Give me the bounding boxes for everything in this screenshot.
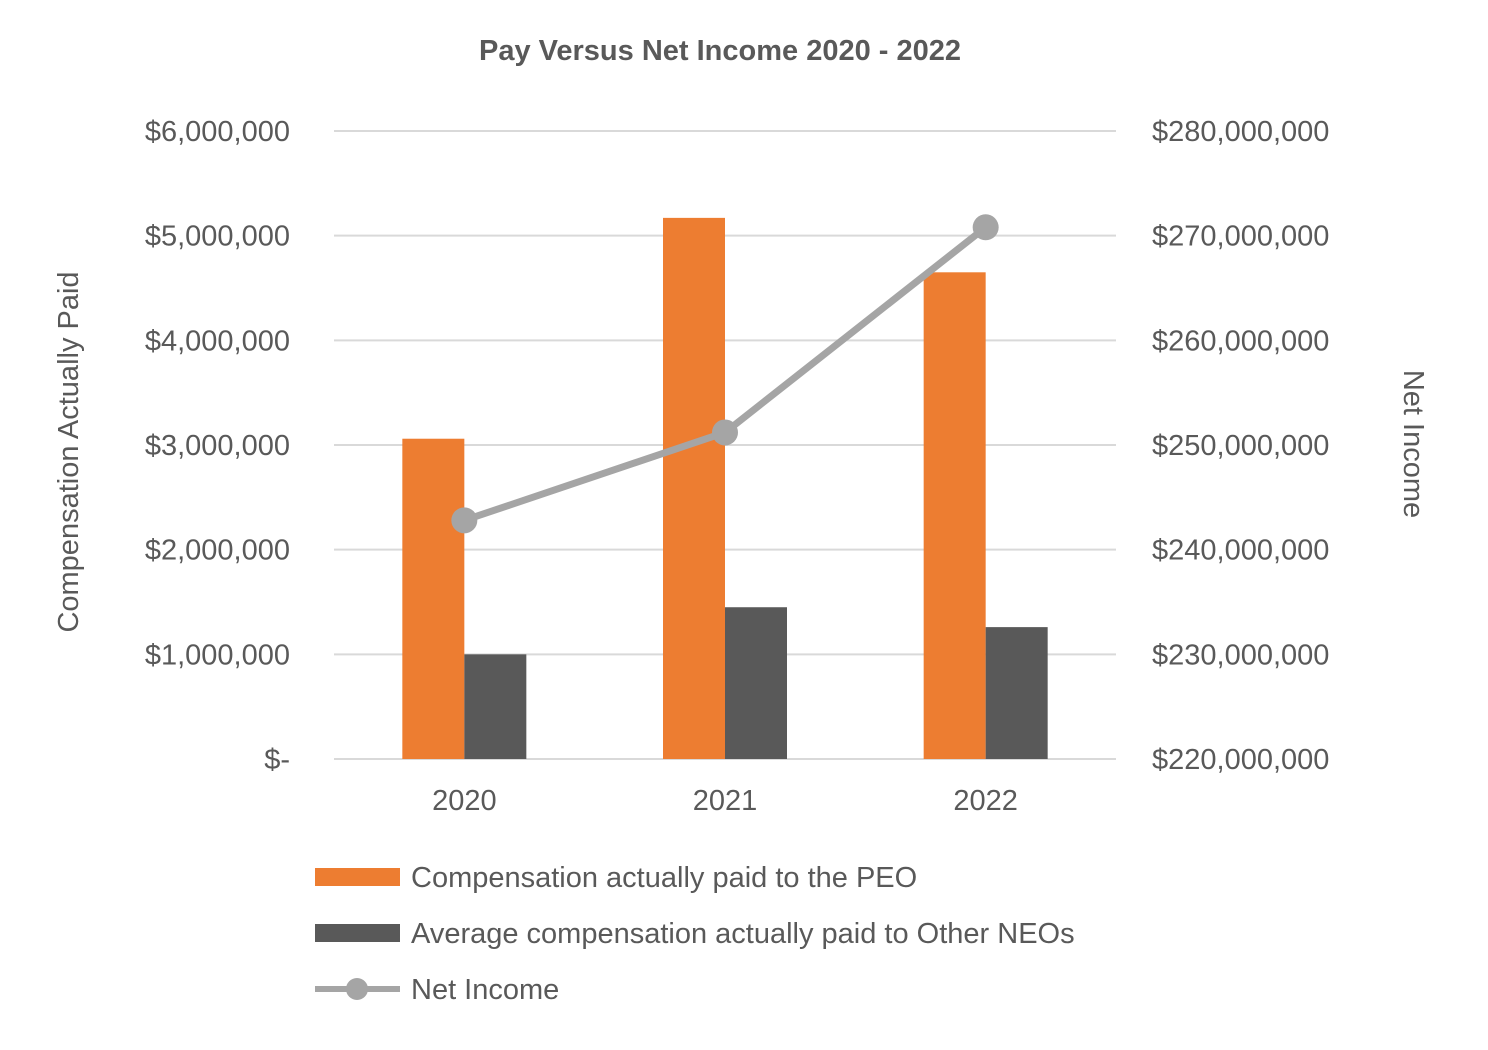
right-tick-label: $230,000,000 [1152,639,1329,671]
legend-label-2: Net Income [411,974,559,1006]
net-income-point-2022 [972,214,999,241]
bar-peo-2021 [663,217,725,759]
legend-swatch-1 [315,924,400,942]
net-income-line [451,214,999,534]
bar-other-neos-2022 [985,627,1048,759]
bar-other-neos-2021 [725,607,787,759]
bar-peo-2022 [923,272,986,759]
left-axis-ticks: $- $1,000,000 $2,000,000 $3,000,000 $4,000,0… [145,116,290,776]
right-axis-ticks: $220,000,000 $230,000,000 $240,000,000 $250… [1152,116,1329,776]
x-tick-label: 2021 [693,785,758,817]
right-tick-label: $280,000,000 [1152,116,1329,148]
left-axis-title: Compensation Actually Paid [53,271,85,632]
chart-title: Pay Versus Net Income 2020 - 2022 [479,35,961,67]
left-tick-label: $- [264,744,290,776]
x-tick-label: 2022 [953,785,1018,817]
left-tick-label: $2,000,000 [145,535,290,567]
bars [402,217,1048,759]
x-tick-label: 2020 [432,785,497,817]
right-axis-title: Net Income [1397,370,1429,518]
legend-swatch-marker [346,978,368,1000]
bar-peo-2020 [402,438,465,759]
right-tick-label: $250,000,000 [1152,430,1329,462]
left-tick-label: $5,000,000 [145,221,290,253]
legend-label-0: Compensation actually paid to the PEO [411,862,917,894]
left-tick-label: $6,000,000 [145,116,290,148]
right-tick-label: $270,000,000 [1152,221,1329,253]
x-axis-ticks: 2020 2021 2022 [432,785,1018,817]
legend-swatch-0 [315,868,400,886]
net-income-point-2020 [451,507,478,534]
bar-other-neos-2020 [464,654,527,759]
left-tick-label: $3,000,000 [145,430,290,462]
left-tick-label: $1,000,000 [145,639,290,671]
left-tick-label: $4,000,000 [145,325,290,357]
right-tick-label: $260,000,000 [1152,325,1329,357]
net-income-point-2021 [712,419,738,446]
legend-label-1: Average compensation actually paid to Ot… [411,918,1075,950]
right-tick-label: $240,000,000 [1152,535,1329,567]
legend: Compensation actually paid to the PEO Ave… [315,862,1075,1006]
right-tick-label: $220,000,000 [1152,744,1329,776]
